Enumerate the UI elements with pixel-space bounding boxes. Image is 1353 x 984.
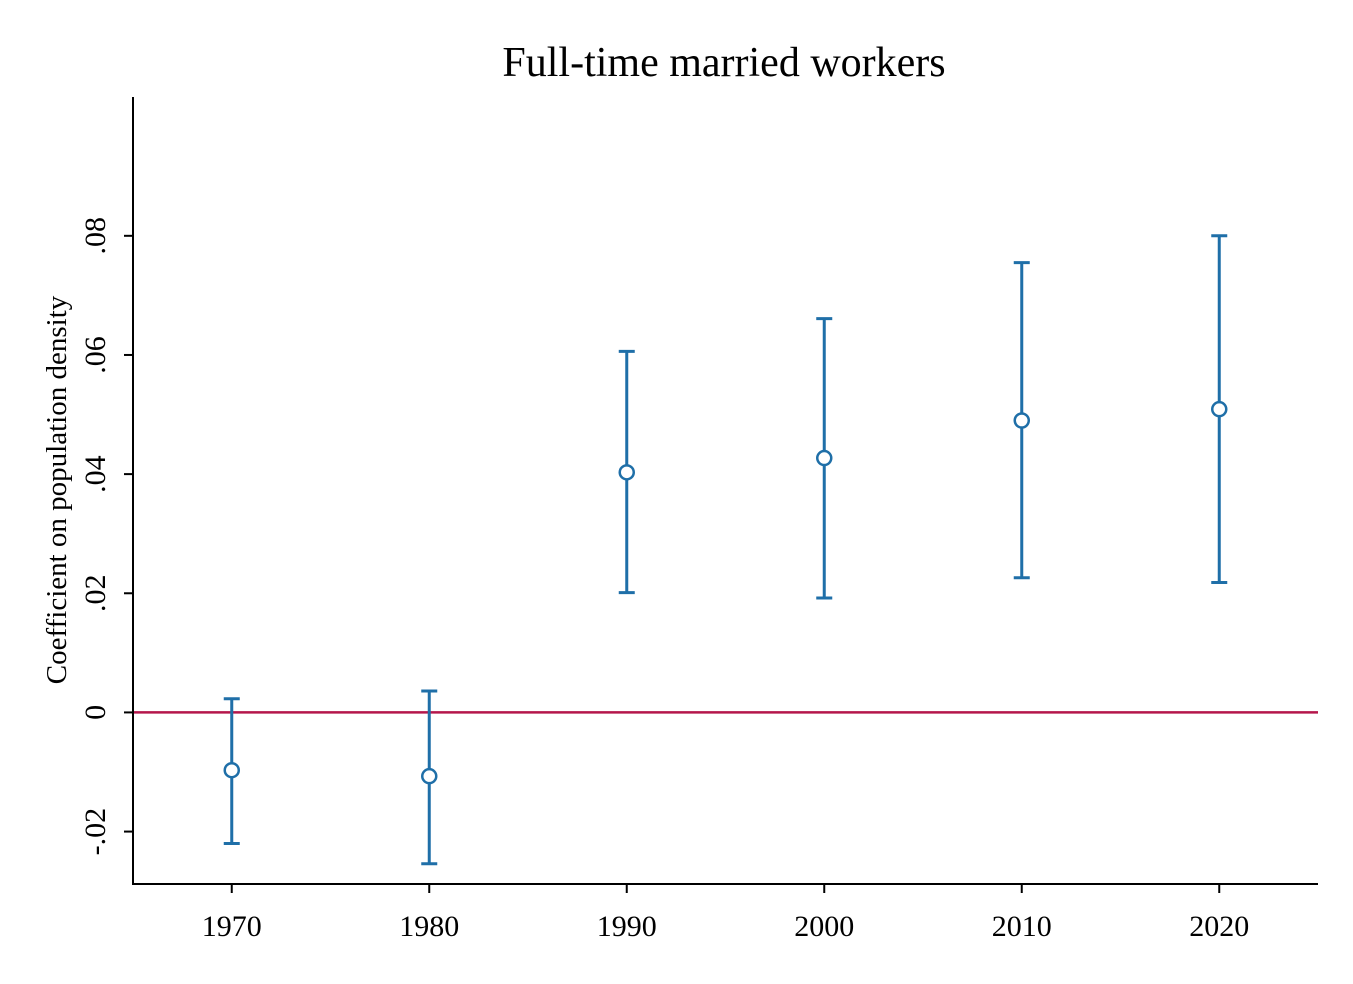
y-axis-label: Coefficient on population density (41, 295, 73, 684)
y-tick-label: -.02 (79, 808, 112, 856)
x-tick-label: 2020 (1189, 910, 1249, 943)
y-tick-label: .04 (79, 455, 112, 493)
point-estimate (421, 767, 438, 785)
x-tick-label: 2010 (992, 910, 1052, 943)
point-estimate (1211, 400, 1228, 418)
data-marks (223, 234, 1228, 866)
x-tick-label: 2000 (794, 910, 854, 943)
axes: -.02 0 .02 .04 .06 .08 1970 1980 1990 2000 2010 202… (79, 97, 1318, 943)
y-tick-label: .08 (79, 217, 112, 255)
chart-title: Full-time married workers (502, 40, 945, 86)
y-tick-label: .06 (79, 336, 112, 374)
x-tick-label: 1980 (399, 910, 459, 943)
point-estimate (618, 464, 635, 481)
point-estimate (1013, 412, 1030, 429)
x-tick-label: 1970 (202, 910, 262, 943)
y-tick-label: .02 (79, 575, 112, 613)
point-estimate (816, 449, 833, 467)
x-tick-label: 1990 (597, 910, 657, 943)
y-tick-label: 0 (79, 705, 112, 720)
point-estimate (223, 761, 240, 779)
